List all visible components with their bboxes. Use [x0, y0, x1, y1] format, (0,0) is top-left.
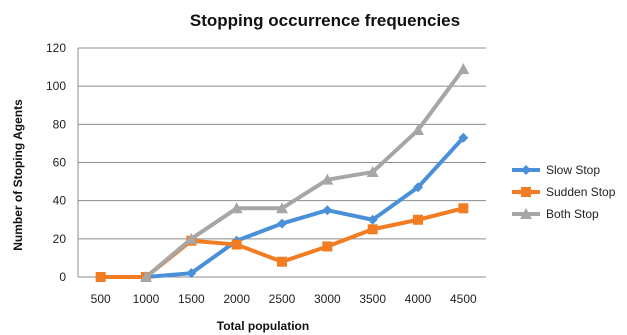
- chart-title: Stopping occurrence frequencies: [190, 11, 460, 30]
- legend-label: Both Stop: [546, 207, 599, 221]
- data-point: [95, 272, 106, 282]
- y-axis-label: Number of Stoping Agents: [11, 99, 25, 251]
- y-tick-label: 0: [59, 270, 66, 284]
- data-point: [277, 218, 287, 229]
- x-tick-labels: 500 1000 1500 2000 2500 3000 3500 4000 4500: [91, 292, 477, 306]
- data-point: [186, 268, 197, 279]
- legend-label: Slow Stop: [546, 163, 600, 177]
- data-point: [322, 205, 333, 216]
- series-line: [144, 67, 465, 279]
- gridlines: [77, 47, 486, 278]
- x-tick-label: 2000: [223, 292, 250, 306]
- x-tick-label: 1000: [133, 292, 160, 306]
- series-line: [145, 136, 465, 279]
- x-tick-label: 500: [91, 292, 111, 306]
- legend-item: Both Stop: [512, 207, 599, 221]
- data-point: [458, 203, 469, 214]
- x-tick-label: 4000: [405, 292, 432, 306]
- data-point: [185, 232, 198, 244]
- x-tick-label: 4500: [450, 292, 477, 306]
- data-point: [412, 124, 424, 136]
- series-slow-stop: [141, 132, 469, 282]
- data-point: [276, 202, 288, 214]
- data-point: [458, 132, 469, 143]
- data-point: [230, 202, 243, 214]
- data-point: [277, 256, 287, 267]
- x-tick-label: 3000: [314, 292, 341, 306]
- legend-item: Sudden Stop: [512, 185, 616, 199]
- data-point: [140, 271, 152, 282]
- legend-marker: [521, 187, 531, 197]
- y-tick-label: 60: [53, 156, 67, 170]
- data-point: [413, 182, 423, 193]
- data-point: [366, 166, 379, 178]
- y-tick-label: 100: [46, 79, 66, 93]
- y-tick-label: 20: [53, 232, 67, 246]
- x-tick-label: 2500: [269, 292, 296, 306]
- data-point: [367, 214, 378, 225]
- y-tick-label: 120: [46, 41, 66, 55]
- x-axis-label: Total population: [217, 319, 309, 333]
- y-tick-label: 40: [53, 194, 67, 208]
- legend: Slow Stop Sudden Stop Both Stop: [512, 163, 616, 221]
- data-point: [413, 214, 423, 225]
- data-point: [322, 241, 333, 252]
- y-tick-label: 80: [53, 117, 67, 131]
- series-both-stop: [140, 62, 470, 282]
- series: [95, 62, 470, 282]
- y-tick-labels: 0 20 40 60 80 100 120: [46, 41, 66, 284]
- legend-marker: [521, 165, 531, 175]
- x-tick-label: 3500: [359, 292, 386, 306]
- legend-label: Sudden Stop: [546, 185, 616, 199]
- data-point: [231, 239, 242, 250]
- legend-item: Slow Stop: [512, 163, 600, 177]
- x-tick-label: 1500: [178, 292, 205, 306]
- data-point: [367, 224, 378, 235]
- data-point: [457, 62, 470, 74]
- legend-marker: [520, 208, 532, 219]
- data-point: [321, 173, 334, 185]
